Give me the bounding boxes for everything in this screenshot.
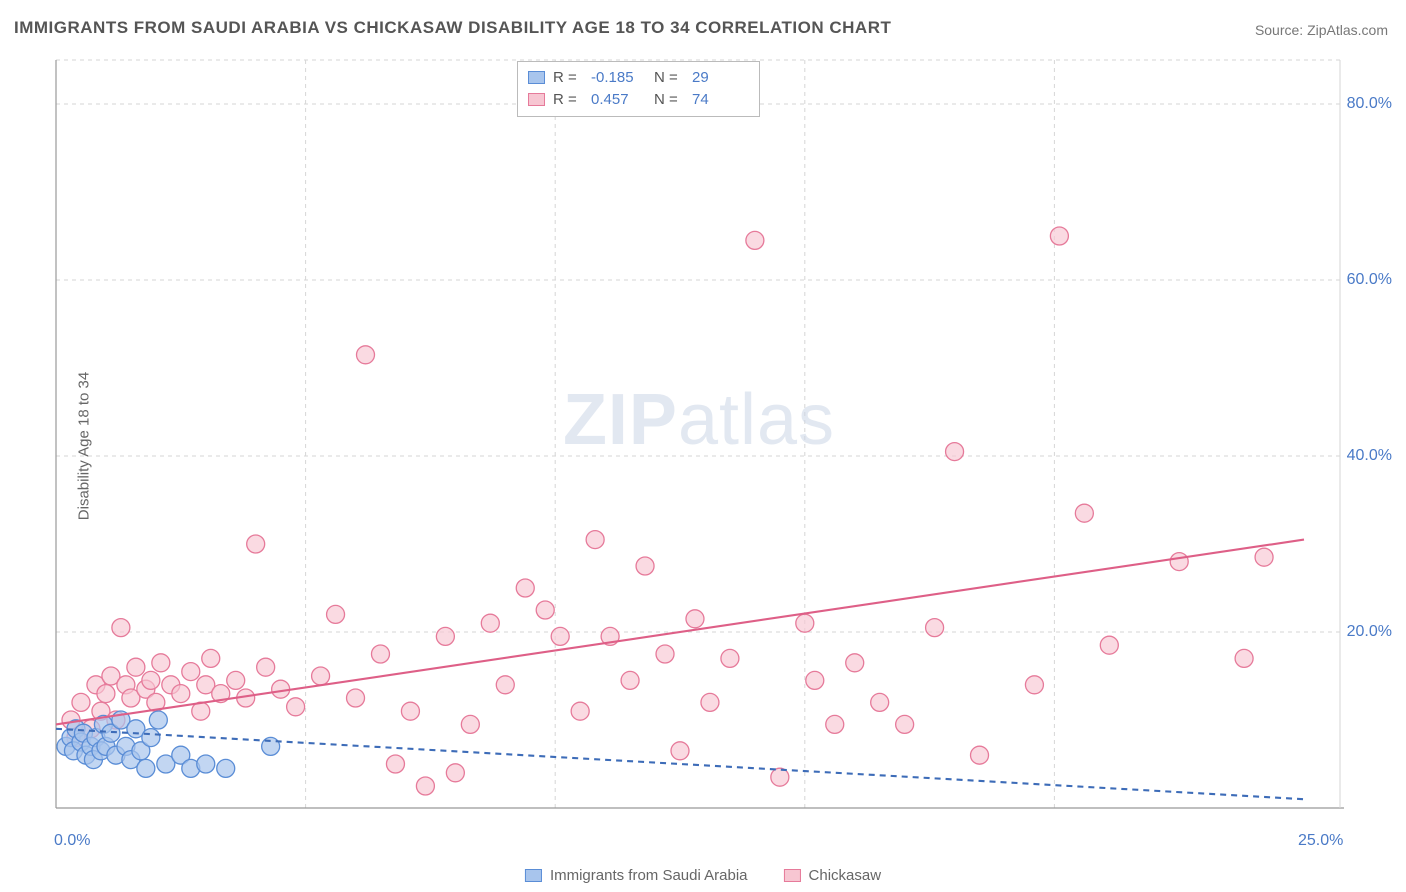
y-tick-label: 40.0% (1347, 447, 1392, 465)
chickasaw-point (551, 627, 569, 645)
chickasaw-point (481, 614, 499, 632)
immigrants-saudi-point (137, 759, 155, 777)
n-label: N = (654, 67, 684, 89)
chickasaw-point (97, 685, 115, 703)
chickasaw-point (496, 676, 514, 694)
chickasaw-point (446, 764, 464, 782)
chickasaw-point (746, 231, 764, 249)
chickasaw-point (846, 654, 864, 672)
r-label: R = (553, 89, 583, 111)
chickasaw-point (386, 755, 404, 773)
immigrants-saudi-regression-line (56, 729, 1304, 799)
correlation-stats-box: R = -0.185 N = 29 R = 0.457 N = 74 (517, 61, 760, 117)
immigrants-saudi-point (149, 711, 167, 729)
chickasaw-point (142, 671, 160, 689)
chickasaw-point (371, 645, 389, 663)
chickasaw-point (247, 535, 265, 553)
legend-label: Chickasaw (809, 867, 882, 884)
chickasaw-point (127, 658, 145, 676)
chickasaw-point (701, 693, 719, 711)
chickasaw-point (806, 671, 824, 689)
chickasaw-point (152, 654, 170, 672)
chickasaw-point (401, 702, 419, 720)
legend-item-immigrants-saudi: Immigrants from Saudi Arabia (525, 867, 748, 884)
chickasaw-point (671, 742, 689, 760)
y-tick-label: 20.0% (1347, 623, 1392, 641)
chickasaw-point (536, 601, 554, 619)
chickasaw-point (896, 715, 914, 733)
legend-item-chickasaw: Chickasaw (784, 867, 882, 884)
chickasaw-point (826, 715, 844, 733)
stats-swatch-icon (528, 71, 545, 84)
chickasaw-point (946, 443, 964, 461)
chickasaw-point (721, 649, 739, 667)
chickasaw-point (1255, 548, 1273, 566)
r-label: R = (553, 67, 583, 89)
chickasaw-point (436, 627, 454, 645)
chickasaw-point (257, 658, 275, 676)
chickasaw-point (1235, 649, 1253, 667)
chickasaw-point (621, 671, 639, 689)
immigrants-saudi-point (197, 755, 215, 773)
chickasaw-point (1025, 676, 1043, 694)
legend: Immigrants from Saudi Arabia Chickasaw (525, 867, 881, 884)
chickasaw-point (287, 698, 305, 716)
chickasaw-point (1100, 636, 1118, 654)
chickasaw-point (461, 715, 479, 733)
chickasaw-point (1075, 504, 1093, 522)
chickasaw-point (172, 685, 190, 703)
chickasaw-point (516, 579, 534, 597)
n-value: 74 (692, 89, 747, 111)
chickasaw-point (202, 649, 220, 667)
x-tick-label: 25.0% (1298, 832, 1343, 850)
legend-swatch-icon (525, 869, 542, 882)
chickasaw-point (182, 663, 200, 681)
y-tick-label: 60.0% (1347, 271, 1392, 289)
immigrants-saudi-point (217, 759, 235, 777)
scatter-chart (54, 58, 1344, 828)
chickasaw-point (312, 667, 330, 685)
chickasaw-point (586, 531, 604, 549)
chickasaw-point (926, 619, 944, 637)
chickasaw-point (656, 645, 674, 663)
source-attribution: Source: ZipAtlas.com (1255, 22, 1388, 38)
chickasaw-point (416, 777, 434, 795)
chickasaw-point (327, 605, 345, 623)
r-value: -0.185 (591, 67, 646, 89)
chickasaw-point (871, 693, 889, 711)
chickasaw-point (571, 702, 589, 720)
chickasaw-point (1170, 553, 1188, 571)
chickasaw-point (227, 671, 245, 689)
chickasaw-point (1050, 227, 1068, 245)
chickasaw-point (72, 693, 90, 711)
x-tick-label: 0.0% (54, 832, 90, 850)
chickasaw-point (971, 746, 989, 764)
chickasaw-point (796, 614, 814, 632)
chart-title: IMMIGRANTS FROM SAUDI ARABIA VS CHICKASA… (14, 18, 891, 38)
chickasaw-point (686, 610, 704, 628)
stats-row-immigrants-saudi: R = -0.185 N = 29 (528, 67, 747, 89)
n-label: N = (654, 89, 684, 111)
stats-swatch-icon (528, 93, 545, 106)
r-value: 0.457 (591, 89, 646, 111)
chickasaw-point (112, 619, 130, 637)
legend-swatch-icon (784, 869, 801, 882)
chickasaw-point (357, 346, 375, 364)
stats-row-chickasaw: R = 0.457 N = 74 (528, 89, 747, 111)
chickasaw-point (347, 689, 365, 707)
legend-label: Immigrants from Saudi Arabia (550, 867, 748, 884)
chart-area: ZIPatlas R = -0.185N = 29R = 0.457N = 74… (54, 58, 1344, 828)
immigrants-saudi-point (142, 729, 160, 747)
y-tick-label: 80.0% (1347, 95, 1392, 113)
n-value: 29 (692, 67, 747, 89)
chickasaw-point (636, 557, 654, 575)
